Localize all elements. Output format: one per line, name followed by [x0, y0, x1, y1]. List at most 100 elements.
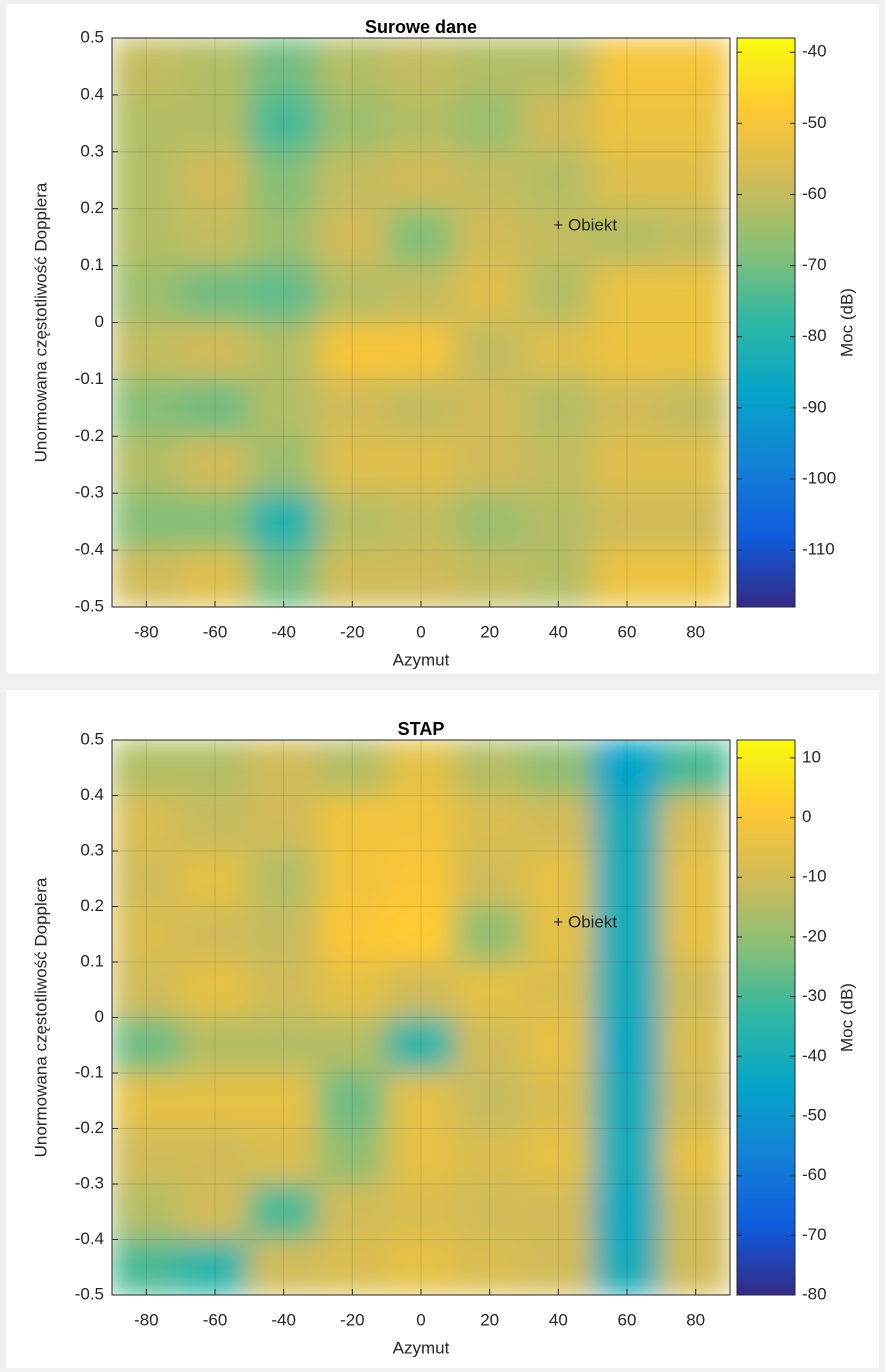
heatmap-cell	[592, 322, 662, 380]
heatmap-cell	[592, 906, 662, 963]
y-tick-label: -0.2	[75, 426, 104, 445]
heatmap-cell	[317, 740, 388, 796]
heatmap-cell	[248, 1072, 319, 1129]
heatmap-cell	[317, 1072, 388, 1129]
x-tick-label: 40	[549, 622, 568, 641]
heatmap-cell	[454, 906, 525, 963]
x-axis-label: Azymut	[393, 1338, 450, 1357]
heatmap-cell	[112, 1183, 182, 1240]
colorbar-tick-label: -60	[802, 1165, 827, 1184]
heatmap-cell	[386, 549, 456, 607]
heatmap-cell	[523, 1128, 594, 1185]
heatmap-cell	[523, 1017, 594, 1074]
x-tick-label: 0	[416, 1310, 425, 1329]
heatmap-cell	[660, 1128, 730, 1185]
heatmap-cell	[386, 38, 456, 96]
heatmap-cell	[112, 1017, 182, 1074]
heatmap-cell	[112, 850, 182, 907]
heatmap-cell	[660, 322, 730, 380]
heatmap-cell	[248, 1183, 319, 1240]
y-axis-label: Unormowana częstotliwość Dopplera	[31, 877, 50, 1157]
heatmap-cell	[660, 906, 730, 963]
heatmap-cell	[523, 906, 594, 963]
heatmap-cell	[386, 1128, 456, 1185]
heatmap-cell	[112, 795, 182, 852]
heatmap-cell	[248, 1239, 319, 1295]
heatmap-cell	[386, 94, 456, 153]
y-tick-label: -0.2	[75, 1118, 104, 1137]
y-tick-label: 0.5	[80, 729, 104, 748]
x-tick-label: -60	[203, 1310, 228, 1329]
y-tick-label: 0.1	[80, 255, 104, 274]
heatmap-cell	[112, 94, 182, 153]
x-axis-label: Azymut	[393, 650, 450, 669]
heatmap-cell	[386, 1017, 456, 1074]
heatmap-area	[112, 740, 730, 1295]
heatmap-cell	[523, 961, 594, 1018]
heatmap-cell	[592, 265, 662, 323]
heatmap-cell	[386, 1072, 456, 1129]
colorbar-label: Moc (dB)	[837, 288, 856, 357]
heatmap-cell	[180, 740, 250, 796]
heatmap-cell	[592, 1239, 662, 1295]
heatmap-cell	[248, 94, 319, 153]
x-tick-label: -20	[340, 622, 365, 641]
heatmap-cell	[386, 208, 456, 267]
heatmap-cell	[454, 38, 525, 96]
heatmap-cell	[592, 1072, 662, 1129]
y-tick-label: 0.4	[80, 84, 104, 103]
x-tick-label: 20	[480, 1310, 499, 1329]
heatmap-cell	[317, 151, 388, 210]
heatmap-cell	[180, 322, 250, 380]
y-tick-label: -0.3	[75, 1173, 104, 1192]
axes-box	[111, 37, 731, 608]
heatmap-cell	[248, 435, 319, 494]
heatmap-cell	[112, 549, 182, 607]
heatmap-cell	[317, 265, 388, 323]
heatmap-cell	[248, 1017, 319, 1074]
colorbar-tick-label: 10	[802, 747, 821, 766]
heatmap-cell	[248, 740, 319, 796]
heatmap-cell	[112, 265, 182, 323]
heatmap-cell	[180, 795, 250, 852]
heatmap-cell	[454, 265, 525, 323]
x-tick-label: 20	[480, 622, 499, 641]
heatmap-cell	[523, 1183, 594, 1240]
colorbar	[736, 37, 796, 608]
heatmap-cell	[180, 208, 250, 267]
heatmap-cell	[660, 1072, 730, 1129]
heatmap-cell	[454, 549, 525, 607]
heatmap-cell	[180, 549, 250, 607]
heatmap-cell	[660, 1017, 730, 1074]
heatmap-cell	[317, 94, 388, 153]
colorbar-tick-label: -80	[802, 326, 827, 345]
heatmap-cell	[592, 850, 662, 907]
y-tick-label: 0.5	[80, 27, 104, 46]
heatmap-cell	[112, 208, 182, 267]
heatmap-cell	[112, 1239, 182, 1295]
x-tick-label: -60	[203, 622, 228, 641]
heatmap-cell	[660, 435, 730, 494]
x-tick-label: -20	[340, 1310, 365, 1329]
heatmap-cell	[112, 740, 182, 796]
annotation: + Obiekt	[553, 215, 617, 234]
heatmap-cell	[454, 1183, 525, 1240]
heatmap-cell	[317, 1128, 388, 1185]
colorbar-tick-label: -50	[802, 1105, 827, 1124]
heatmap-cell	[660, 151, 730, 210]
colorbar-tick-label: -100	[802, 468, 836, 487]
heatmap-cell	[454, 1072, 525, 1129]
heatmap-cell	[248, 378, 319, 437]
y-tick-label: 0.1	[80, 951, 104, 970]
heatmap-cell	[660, 740, 730, 796]
heatmap-cell	[592, 435, 662, 494]
heatmap-cell	[386, 151, 456, 210]
heatmap-cell	[454, 1017, 525, 1074]
x-tick-label: 0	[416, 622, 425, 641]
colorbar-tick-label: -70	[802, 1225, 827, 1244]
heatmap-cell	[660, 265, 730, 323]
heatmap-cell	[454, 492, 525, 551]
heatmap-cell	[112, 961, 182, 1018]
heatmap-cell	[523, 94, 594, 153]
